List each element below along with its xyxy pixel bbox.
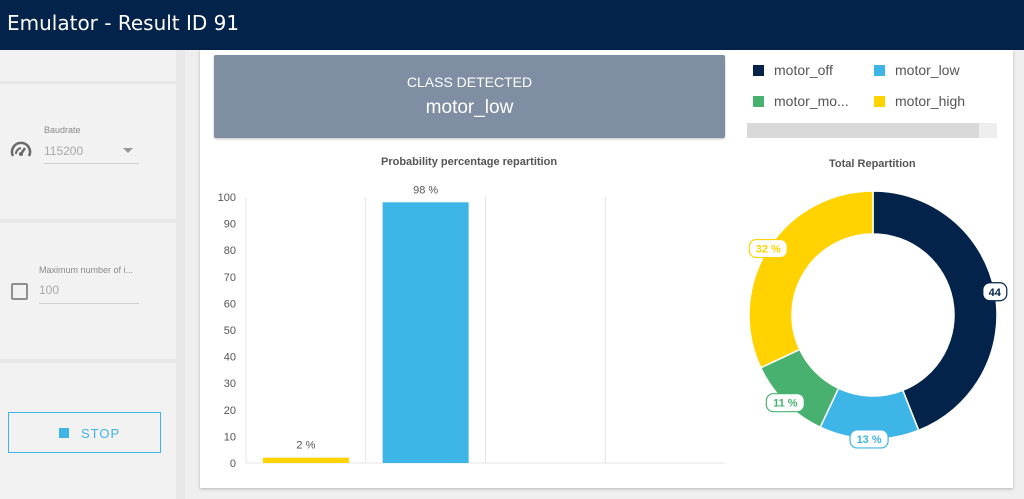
y-tick-label: 30 xyxy=(224,378,236,390)
svg-text:11 %: 11 % xyxy=(773,398,798,410)
y-tick-label: 50 xyxy=(224,325,236,337)
y-tick-label: 10 xyxy=(224,431,236,443)
legend-item-motor-high[interactable]: motor_high xyxy=(895,93,966,109)
legend-swatch-motor-off xyxy=(753,65,764,76)
legend-swatch-motor-low xyxy=(874,65,885,76)
baudrate-label: Baudrate xyxy=(44,125,81,135)
chevron-down-icon[interactable] xyxy=(123,148,133,153)
bar-chart-title: Probability percentage repartition xyxy=(381,156,558,168)
results-panel: CLASS DETECTED motor_low motor_off motor… xyxy=(200,50,1013,488)
legend-scrollbar-thumb[interactable] xyxy=(747,123,979,138)
svg-text:44: 44 xyxy=(989,287,1002,299)
y-tick-label: 100 xyxy=(218,192,236,204)
legend-scrollbar[interactable] xyxy=(747,123,997,138)
legend-item-motor-low[interactable]: motor_low xyxy=(895,62,960,78)
donut-data-label: 13 % xyxy=(849,429,889,449)
max-inferences-checkbox[interactable] xyxy=(11,283,28,300)
class-detected-caption: CLASS DETECTED xyxy=(406,74,533,90)
max-inferences-label: Maximum number of i... xyxy=(39,265,134,275)
y-tick-label: 0 xyxy=(230,458,236,470)
max-inferences-underline xyxy=(39,303,139,304)
stop-button-label: STOP xyxy=(81,426,121,441)
bar-motor_low[interactable] xyxy=(382,202,469,463)
legend-swatch-motor-high xyxy=(874,96,885,107)
y-tick-label: 90 xyxy=(224,219,236,231)
y-tick-label: 20 xyxy=(224,405,236,417)
donut-chart-title: Total Repartition xyxy=(829,158,916,170)
y-tick-label: 60 xyxy=(224,298,236,310)
baudrate-select[interactable]: 115200 xyxy=(44,144,84,158)
max-inferences-card xyxy=(0,223,176,359)
donut-slice-motor_off[interactable] xyxy=(872,190,998,432)
y-tick-label: 70 xyxy=(224,272,236,284)
baudrate-underline xyxy=(44,163,139,164)
sidebar-card-top xyxy=(0,50,176,81)
stop-button[interactable]: STOP xyxy=(8,412,161,453)
donut-slice-motor_high[interactable] xyxy=(748,190,874,369)
title-bar: Emulator - Result ID 91 xyxy=(0,0,1024,50)
svg-text:32 %: 32 % xyxy=(756,244,781,256)
class-detected-value: motor_low xyxy=(425,97,514,118)
legend-item-motor-off[interactable]: motor_off xyxy=(774,62,833,78)
legend-swatch-motor-mo xyxy=(753,96,764,107)
stop-icon xyxy=(59,428,69,438)
bar-motor_high[interactable] xyxy=(262,457,349,463)
class-detected-card: CLASS DETECTED motor_low xyxy=(214,55,725,138)
bar-data-label: 98 % xyxy=(413,184,438,196)
legend-item-motor-mo[interactable]: motor_mo... xyxy=(774,93,849,109)
donut-data-label: 44 xyxy=(982,282,1008,302)
y-tick-label: 40 xyxy=(224,352,236,364)
gauge-icon xyxy=(10,141,32,157)
window-title: Emulator - Result ID 91 xyxy=(7,11,240,35)
donut-chart: 44 13 % 11 % 32 % xyxy=(748,190,1008,449)
donut-data-label: 11 % xyxy=(765,393,805,413)
donut-data-label: 32 % xyxy=(748,238,788,259)
svg-text:13 %: 13 % xyxy=(857,434,882,446)
bar-data-label: 2 % xyxy=(296,440,315,452)
max-inferences-input[interactable]: 100 xyxy=(39,283,60,297)
y-tick-label: 80 xyxy=(224,245,236,257)
